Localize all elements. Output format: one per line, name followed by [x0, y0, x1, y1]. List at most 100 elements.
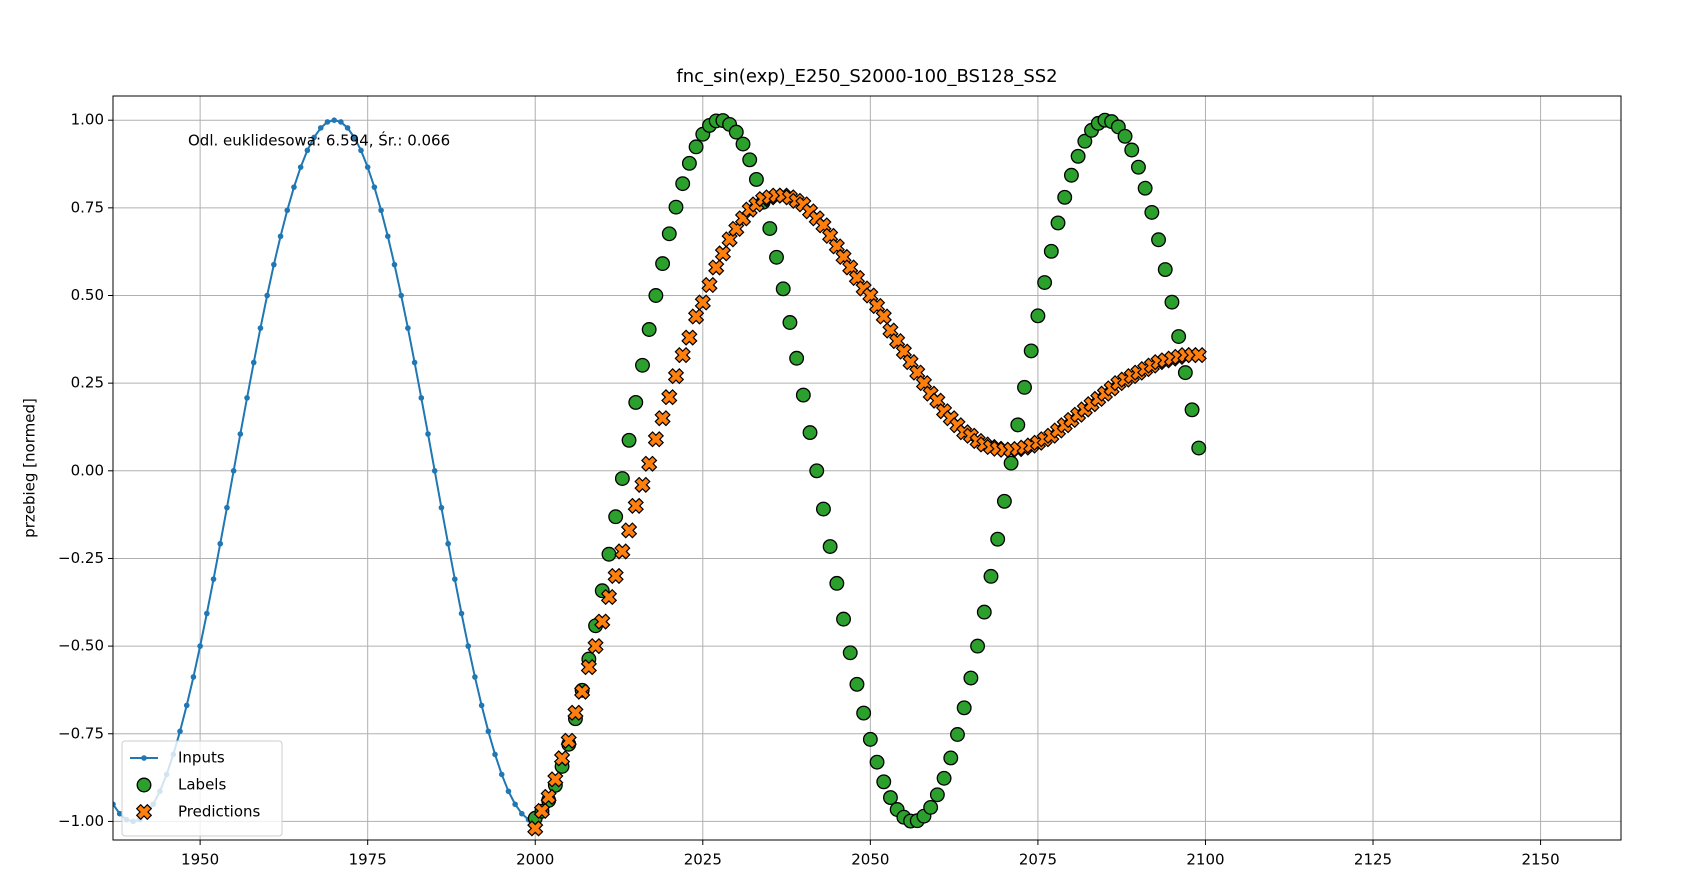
x-tick-label: 2075: [1019, 851, 1057, 869]
label-point: [648, 288, 664, 303]
prediction-point: [614, 543, 631, 560]
input-point: [317, 125, 324, 131]
label-point: [789, 350, 805, 366]
label-point: [681, 155, 697, 171]
label-point: [769, 249, 784, 265]
label-point: [802, 425, 818, 441]
y-tick-label: 1.00: [71, 111, 104, 129]
chart-title: fnc_sin(exp)_E250_S2000-100_BS128_SS2: [676, 66, 1057, 87]
y-tick-label: 0.25: [71, 374, 104, 392]
label-point: [923, 799, 939, 815]
label-point: [1191, 440, 1207, 456]
prediction-point: [627, 497, 644, 514]
label-point: [661, 226, 677, 242]
prediction-point: [687, 308, 705, 325]
input-point: [492, 751, 498, 758]
label-point: [963, 670, 979, 686]
input-point: [284, 207, 291, 214]
label-point: [996, 493, 1012, 509]
input-point: [398, 292, 404, 299]
input-point: [472, 674, 478, 680]
input-point: [431, 468, 438, 474]
input-point: [458, 610, 465, 617]
label-point: [1023, 343, 1039, 359]
x-tick-label: 2100: [1186, 851, 1224, 869]
label-point: [1144, 204, 1160, 220]
label-point: [1063, 167, 1079, 183]
label-point: [628, 394, 644, 410]
label-point: [976, 604, 992, 620]
prediction-point: [634, 476, 651, 493]
input-point: [452, 576, 458, 582]
label-point: [742, 152, 758, 168]
label-point: [1117, 128, 1133, 144]
label-point: [1043, 243, 1059, 259]
prediction-point: [533, 802, 551, 820]
input-point: [344, 125, 351, 131]
input-point: [116, 810, 123, 817]
label-point: [1137, 180, 1153, 196]
annotation: Odl. euklidesowa: 6.594, Śr.: 0.066: [188, 131, 450, 150]
axes-frame: [112, 95, 1622, 841]
input-point: [217, 540, 224, 547]
input-point: [230, 468, 237, 474]
prediction-point: [527, 820, 544, 837]
y-tick-label: 0.75: [71, 198, 104, 216]
legend-label: Predictions: [178, 803, 261, 821]
label-point: [815, 501, 831, 517]
label-point: [795, 387, 811, 403]
prediction-point: [620, 522, 638, 539]
label-point: [1151, 232, 1166, 248]
label-point: [869, 754, 885, 770]
label-point: [1030, 308, 1046, 324]
label-point: [990, 531, 1006, 547]
x-tick-label: 2000: [516, 851, 554, 869]
x-tick-label: 1950: [181, 851, 219, 869]
input-point: [331, 117, 337, 123]
label-point: [601, 546, 617, 562]
label-point: [782, 315, 798, 330]
prediction-point: [607, 567, 624, 585]
input-point: [391, 261, 398, 268]
y-tick-label: −0.75: [58, 724, 104, 742]
x-tick-label: 2050: [851, 851, 889, 869]
input-point: [291, 184, 297, 190]
input-point: [519, 810, 525, 817]
label-point: [1124, 142, 1140, 158]
prediction-point: [714, 245, 732, 262]
label-point: [943, 750, 959, 766]
label-point: [822, 539, 838, 554]
label-point: [614, 471, 630, 486]
prediction-point: [580, 659, 597, 676]
input-point: [512, 801, 518, 808]
input-point: [438, 504, 445, 511]
y-axis-label: przebieg [normed]: [21, 398, 39, 538]
input-point: [418, 395, 425, 401]
legend: Inputs Labels Predictions: [121, 740, 283, 837]
y-tick-label: −0.50: [58, 637, 104, 655]
prediction-point: [681, 329, 698, 346]
prediction-point: [540, 788, 557, 806]
label-point: [1070, 148, 1086, 164]
label-point: [688, 139, 704, 155]
prediction-point: [560, 732, 577, 749]
label-point: [809, 463, 825, 479]
label-point: [1017, 379, 1032, 395]
input-point: [224, 504, 230, 511]
input-point: [485, 728, 492, 735]
label-point: [862, 731, 878, 747]
x-tick-label: 2025: [684, 851, 722, 869]
legend-marker: [136, 777, 152, 793]
label-point: [775, 281, 791, 297]
legend-label: Inputs: [178, 749, 225, 767]
label-point: [1077, 133, 1093, 149]
label-point: [829, 575, 845, 591]
label-point: [735, 136, 751, 152]
input-point: [204, 610, 210, 617]
input-point: [113, 801, 116, 808]
input-point: [405, 325, 411, 331]
plot-area: [113, 112, 1207, 837]
label-point: [728, 124, 744, 140]
